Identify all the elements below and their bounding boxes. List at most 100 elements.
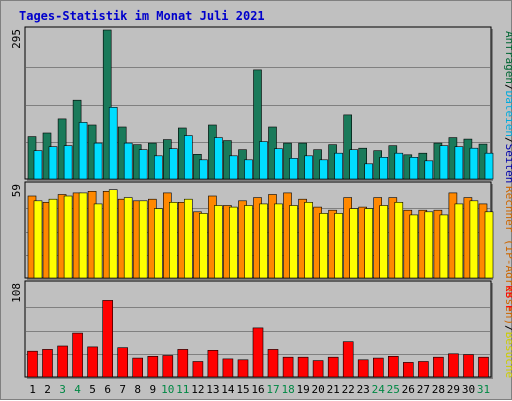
day-label-13: 13 [206, 383, 219, 396]
bar-besuche-day-24 [379, 205, 389, 279]
bar-besuche-day-20 [319, 213, 328, 279]
day-label-27: 27 [417, 383, 430, 396]
bar-kb-f-day-29 [448, 353, 459, 378]
bar-dateien-day-24 [379, 157, 389, 180]
day-label-30: 30 [462, 383, 475, 396]
day-label-19: 19 [296, 383, 309, 396]
day-label-28: 28 [432, 383, 445, 396]
bar-dateien-day-23 [364, 163, 374, 180]
day-label-22: 22 [342, 383, 355, 396]
bar-dateien-day-13 [214, 137, 223, 180]
bar-kb-f-day-27 [418, 361, 429, 378]
bar-dateien-day-30 [469, 147, 479, 180]
day-label-26: 26 [402, 383, 415, 396]
bar-dateien-day-4 [78, 122, 88, 180]
bar-dateien-day-14 [229, 155, 238, 180]
bar-dateien-day-21 [334, 152, 343, 180]
bar-besuche-day-2 [48, 198, 58, 279]
day-label-3: 3 [59, 383, 66, 396]
legend-item: Anfragen [503, 31, 512, 84]
bar-dateien-day-2 [48, 146, 58, 180]
bar-kb-f-day-10 [162, 355, 174, 378]
bar-dateien-day-15 [244, 159, 253, 180]
ytick-max: 59 [10, 184, 23, 197]
bar-dateien-day-11 [184, 135, 193, 180]
legend-item: Dateien [503, 91, 512, 137]
day-label-6: 6 [104, 383, 111, 396]
bar-kb-f-day-8 [132, 357, 143, 378]
legend-item: Seiten [503, 144, 512, 184]
bar-dateien-day-18 [289, 158, 298, 180]
bar-dateien-day-7 [123, 142, 133, 180]
day-label-31: 31 [477, 383, 490, 396]
bar-kb-f-day-20 [312, 360, 324, 378]
bar-besuche-day-27 [424, 211, 434, 279]
bar-besuche-day-12 [199, 213, 208, 279]
bar-besuche-day-17 [274, 203, 283, 279]
bar-besuche-day-21 [334, 213, 343, 279]
chart-title: Tages-Statistik im Monat Juli 2021 [19, 9, 265, 23]
bar-besuche-day-31 [484, 211, 494, 279]
bar-besuche-day-16 [259, 203, 268, 279]
bar-kb-f-day-30 [463, 354, 474, 378]
bar-besuche-day-9 [154, 208, 163, 279]
bar-dateien-day-22 [349, 149, 359, 180]
bar-kb-f-day-15 [237, 359, 249, 378]
bar-besuche-day-19 [304, 202, 313, 279]
bar-kb-f-day-17 [267, 349, 279, 378]
bar-dateien-day-31 [484, 152, 494, 180]
bar-dateien-day-1 [33, 150, 43, 180]
day-label-17: 17 [266, 383, 279, 396]
bar-anfragen-day-22 [343, 114, 353, 180]
day-label-9: 9 [149, 383, 156, 396]
day-label-15: 15 [236, 383, 249, 396]
bar-besuche-day-23 [364, 208, 374, 279]
bar-dateien-day-25 [394, 152, 404, 180]
legend-panel-2: Rechner (IP-Adressen)/Besuche [503, 186, 512, 378]
legend-panel-3: kB F [503, 285, 512, 312]
bar-besuche-day-22 [349, 208, 359, 279]
bar-kb-f-day-5 [87, 346, 98, 378]
bar-kb-f-day-26 [402, 362, 414, 378]
bar-besuche-day-15 [244, 205, 253, 279]
legend-item: kB F [503, 285, 512, 312]
bar-kb-f-day-14 [222, 358, 234, 378]
bar-besuche-day-7 [123, 197, 133, 279]
bar-kb-f-day-9 [147, 355, 159, 378]
bar-dateien-day-28 [439, 145, 449, 180]
bar-dateien-day-26 [409, 157, 419, 180]
bar-kb-f-day-16 [252, 327, 264, 378]
day-label-7: 7 [119, 383, 126, 396]
bar-besuche-day-18 [289, 205, 298, 279]
bar-kb-f-day-6 [102, 300, 113, 378]
bar-kb-f-day-12 [192, 361, 204, 378]
bar-besuche-day-4 [78, 192, 88, 279]
day-label-4: 4 [74, 383, 81, 396]
day-label-5: 5 [89, 383, 96, 396]
bar-kb-f-day-7 [117, 347, 128, 378]
bar-besuche-day-6 [108, 189, 118, 279]
bar-dateien-day-8 [138, 149, 148, 180]
ytick-max: 108 [10, 283, 23, 303]
bar-besuche-day-30 [469, 200, 479, 279]
bar-besuche-day-25 [394, 202, 404, 279]
bar-dateien-day-16 [259, 141, 268, 180]
ytick-max: 295 [10, 29, 23, 49]
day-label-12: 12 [191, 383, 204, 396]
bar-besuche-day-5 [93, 203, 103, 279]
day-label-25: 25 [387, 383, 400, 396]
bar-anfragen-day-16 [253, 69, 262, 180]
bar-dateien-day-9 [154, 155, 163, 180]
legend-item: / [503, 325, 512, 332]
legend-item: Rechner (IP-Adressen) [503, 186, 512, 325]
day-label-16: 16 [251, 383, 264, 396]
bar-dateien-day-20 [319, 159, 328, 180]
day-label-29: 29 [447, 383, 460, 396]
legend-item: / [503, 137, 512, 144]
bar-kb-f-day-23 [357, 359, 369, 378]
bar-kb-f-day-28 [433, 356, 444, 378]
bar-kb-f-day-18 [282, 356, 294, 378]
bar-besuche-day-29 [454, 203, 464, 279]
bar-besuche-day-1 [33, 200, 43, 279]
